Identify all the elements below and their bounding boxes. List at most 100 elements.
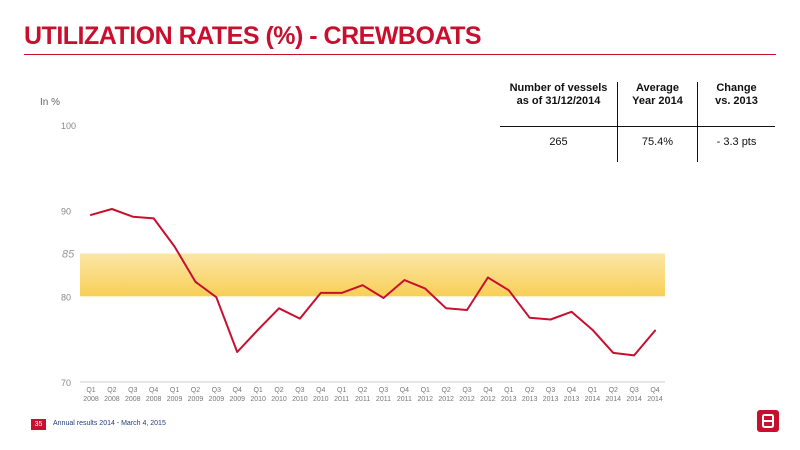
x-tick-year: 2014 — [647, 396, 663, 403]
data-point — [424, 287, 427, 290]
footer-text: Annual results 2014 - March 4, 2015 — [53, 420, 166, 427]
x-tick-year: 2010 — [250, 396, 266, 403]
x-tick-quarter: Q3 — [629, 387, 638, 394]
x-tick-quarter: Q1 — [86, 387, 95, 394]
x-tick-quarter: Q2 — [274, 387, 283, 394]
kpi-header-rule — [500, 126, 775, 127]
kpi-average-header-line1: Average — [635, 82, 679, 94]
x-tick-year: 2012 — [480, 396, 496, 403]
x-tick-quarter: Q1 — [504, 387, 513, 394]
x-tick-quarter: Q2 — [609, 387, 618, 394]
data-point — [215, 296, 218, 298]
x-tick-year: 2008 — [104, 396, 120, 403]
x-tick-quarter: Q3 — [379, 387, 388, 394]
x-tick-quarter: Q4 — [316, 387, 325, 394]
data-point — [549, 318, 552, 321]
kpi-vessels-header-line2: as of 31/12/2014 — [516, 95, 601, 107]
kpi-average-header-line2: Year 2014 — [632, 95, 683, 107]
data-point — [487, 276, 489, 279]
x-tick-year: 2009 — [188, 396, 204, 403]
x-tick-quarter: Q1 — [337, 387, 346, 394]
kpi-change: Change vs. 2013 - 3.3 pts — [698, 82, 775, 148]
x-tick-quarter: Q4 — [650, 387, 659, 394]
data-point — [319, 292, 322, 294]
x-tick-year: 2012 — [459, 396, 475, 403]
x-tick-year: 2013 — [522, 396, 538, 403]
data-point — [403, 279, 406, 281]
x-tick-year: 2013 — [564, 396, 580, 403]
data-point — [152, 217, 155, 220]
y-unit-label: In % — [40, 97, 61, 108]
x-tick-year: 2011 — [397, 396, 412, 403]
logo-glyph — [762, 414, 774, 428]
x-tick-quarter: Q2 — [107, 387, 116, 394]
x-tick-quarter: Q1 — [170, 387, 179, 394]
slide-title: UTILIZATION RATES (%) - CREWBOATS — [24, 22, 482, 50]
x-tick-year: 2010 — [271, 396, 287, 403]
data-point — [382, 297, 385, 299]
kpi-change-header: Change vs. 2013 — [698, 82, 775, 122]
kpi-vessels: Number of vessels as of 31/12/2014 265 — [500, 82, 617, 148]
x-tick-quarter: Q3 — [295, 387, 304, 394]
y-tick-label: 100 — [61, 121, 76, 131]
data-point — [528, 316, 531, 319]
x-tick-quarter: Q3 — [546, 387, 555, 394]
data-point — [508, 289, 510, 292]
x-tick-quarter: Q4 — [149, 387, 158, 394]
data-point — [466, 309, 468, 311]
y-tick-label: 85 — [62, 249, 75, 261]
kpi-vessels-header: Number of vessels as of 31/12/2014 — [500, 82, 617, 122]
x-tick-year: 2010 — [292, 396, 308, 403]
x-tick-quarter: Q3 — [462, 387, 471, 394]
target-band — [80, 253, 665, 297]
data-point — [131, 215, 134, 218]
x-tick-year: 2013 — [501, 396, 517, 403]
x-tick-year: 2012 — [417, 396, 433, 403]
kpi-change-header-line1: Change — [716, 82, 757, 94]
x-tick-year: 2011 — [355, 396, 370, 403]
x-tick-year: 2011 — [376, 396, 391, 403]
y-tick-label: 90 — [61, 207, 71, 217]
x-tick-quarter: Q2 — [358, 387, 367, 394]
x-tick-year: 2014 — [585, 396, 601, 403]
data-point — [299, 317, 301, 320]
data-point — [591, 328, 594, 331]
kpi-vessels-header-line1: Number of vessels — [509, 82, 608, 94]
x-tick-year: 2014 — [605, 396, 621, 403]
x-tick-quarter: Q4 — [567, 387, 576, 394]
x-tick-quarter: Q1 — [253, 387, 262, 394]
data-point — [278, 307, 280, 310]
data-point — [340, 292, 343, 294]
x-tick-quarter: Q3 — [212, 387, 221, 394]
data-point — [361, 284, 364, 286]
data-point — [445, 307, 447, 310]
data-point — [111, 208, 113, 210]
data-point — [654, 329, 656, 332]
x-tick-quarter: Q2 — [525, 387, 534, 394]
kpi-change-header-line2: vs. 2013 — [715, 95, 758, 107]
kpi-divider-1 — [617, 82, 618, 162]
x-tick-quarter: Q4 — [233, 387, 242, 394]
data-point — [173, 245, 176, 248]
x-tick-year: 2011 — [334, 396, 349, 403]
kpi-vessels-value: 265 — [549, 136, 568, 148]
x-tick-year: 2008 — [125, 396, 141, 403]
x-tick-quarter: Q2 — [441, 387, 450, 394]
y-tick-label: 80 — [61, 292, 71, 302]
x-tick-year: 2009 — [167, 396, 183, 403]
x-tick-year: 2009 — [209, 396, 225, 403]
data-point — [257, 328, 259, 331]
x-tick-quarter: Q2 — [191, 387, 200, 394]
kpi-divider-2 — [697, 82, 698, 162]
x-tick-year: 2010 — [313, 396, 329, 403]
x-tick-year: 2008 — [146, 396, 162, 403]
data-point — [612, 352, 615, 354]
y-tick-label: 70 — [61, 378, 71, 388]
kpi-change-value: - 3.3 pts — [716, 136, 757, 148]
x-tick-quarter: Q4 — [483, 387, 492, 394]
data-point — [633, 354, 635, 357]
x-tick-quarter: Q1 — [421, 387, 430, 394]
kpi-average-header: Average Year 2014 — [618, 82, 697, 122]
x-tick-year: 2013 — [543, 396, 559, 403]
